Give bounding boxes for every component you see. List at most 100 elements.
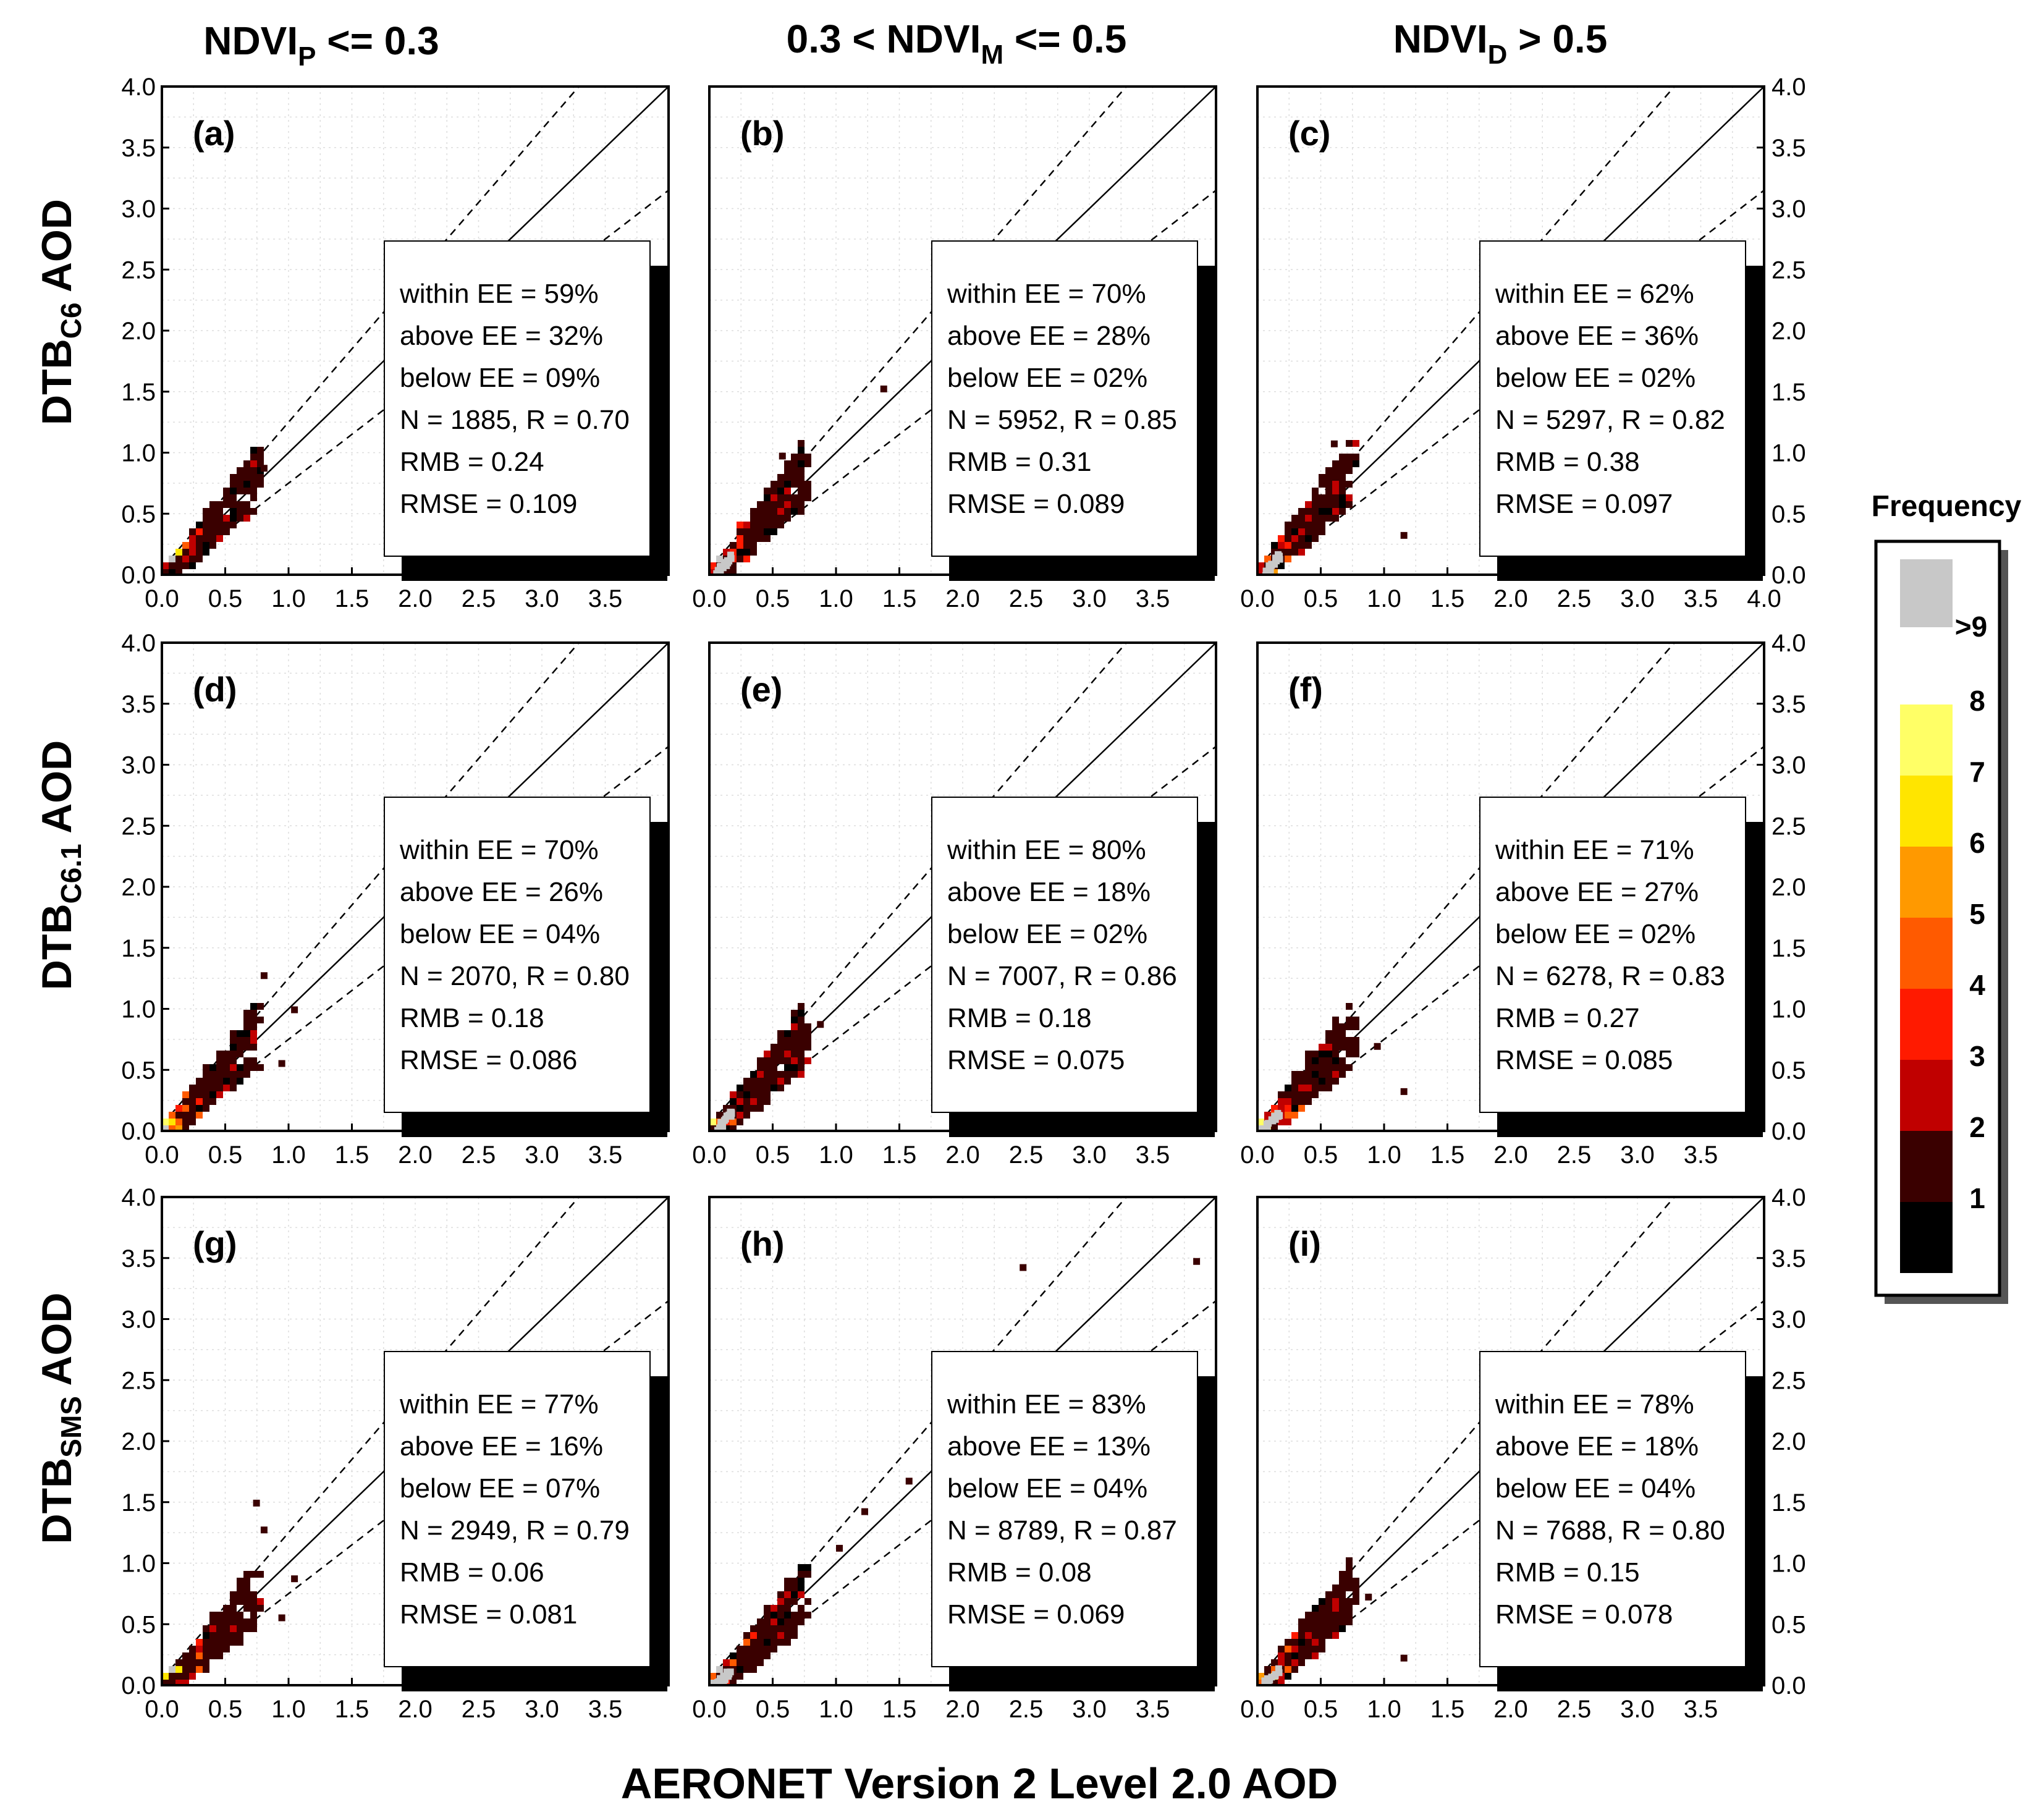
density-cell: [1325, 474, 1332, 481]
density-cell: [182, 1105, 189, 1112]
density-cell: [209, 1625, 216, 1632]
density-cell: [805, 1030, 811, 1037]
density-cell: [750, 1666, 757, 1673]
density-cell: [743, 1091, 750, 1098]
density-cell: [243, 460, 250, 467]
density-cell: [1353, 454, 1359, 460]
density-cell: [791, 1051, 798, 1057]
density-cell: [784, 1591, 791, 1598]
density-cell: [1285, 542, 1291, 549]
density-cell: [1339, 1030, 1346, 1037]
density-cell: [723, 569, 730, 575]
density-cell: [1291, 1098, 1298, 1105]
stats-line: above EE = 28%: [947, 321, 1151, 351]
density-cell: [216, 535, 223, 542]
density-cell: [1298, 1071, 1305, 1078]
density-cell: [223, 1057, 230, 1064]
density-cell: [230, 522, 237, 528]
density-cell: [1319, 515, 1325, 522]
density-cell: [196, 1112, 203, 1119]
density-cell: [764, 528, 771, 535]
density-cell: [169, 1673, 175, 1680]
density-cell: [784, 474, 791, 481]
density-cell: [805, 494, 811, 501]
density-cell: [162, 1680, 169, 1685]
density-cell: [1332, 1051, 1339, 1057]
density-cell: [798, 467, 805, 474]
density-cell: [764, 1064, 771, 1071]
density-cell: [709, 1673, 716, 1680]
density-cell: [250, 1625, 257, 1632]
density-cell: [216, 1091, 223, 1098]
density-cell: [798, 474, 805, 481]
density-cell: [1353, 1017, 1359, 1023]
x-tick-label: 3.0: [1072, 585, 1107, 612]
density-cell: [1291, 522, 1298, 528]
density-cell: [750, 1625, 757, 1632]
density-cell: [777, 522, 784, 528]
density-cell: [1312, 1078, 1319, 1085]
density-cell: [798, 1023, 805, 1030]
density-cell: [237, 1598, 243, 1605]
density-cell: [1285, 528, 1291, 535]
stats-line: above EE = 27%: [1495, 877, 1699, 907]
density-cell: [216, 1618, 223, 1625]
density-cell: [250, 454, 257, 460]
density-cell: [257, 481, 264, 488]
density-cell: [784, 481, 791, 488]
density-cells: [162, 972, 298, 1131]
density-cell: [777, 508, 784, 515]
density-cell: [757, 1659, 764, 1666]
density-cell: [203, 542, 209, 549]
density-cell: [743, 1652, 750, 1659]
x-tick-label: 1.0: [819, 1141, 853, 1169]
density-cell: [771, 515, 777, 522]
x-tick-label: 0.5: [1304, 1141, 1338, 1169]
density-cell: [189, 1652, 196, 1659]
y-tick-label: 0.5: [121, 1057, 156, 1084]
stats-line: within EE = 70%: [947, 279, 1146, 309]
density-cell: [1332, 1017, 1339, 1023]
density-cell: [216, 1652, 223, 1659]
density-cell: [1305, 522, 1312, 528]
density-cell: [743, 522, 750, 528]
density-cell: [1285, 1091, 1291, 1098]
density-cell: [1339, 1064, 1346, 1071]
density-cell: [1332, 1078, 1339, 1085]
density-cell: [216, 508, 223, 515]
density-cell: [730, 1659, 737, 1666]
density-cell: [196, 549, 203, 556]
density-cell: [1325, 1085, 1332, 1091]
density-cell: [784, 1071, 791, 1078]
density-cell: [237, 1632, 243, 1639]
density-cell: [1291, 535, 1298, 542]
density-cell: [743, 542, 750, 549]
density-cell: [757, 1078, 764, 1085]
stats-line: RMB = 0.27: [1495, 1003, 1640, 1033]
y-tick-label: 2.5: [1772, 813, 1806, 840]
density-cell: [250, 447, 257, 454]
density-cell: [791, 1023, 798, 1030]
density-cell: [243, 508, 250, 515]
density-cell: [777, 1625, 784, 1632]
density-cell: [175, 1659, 182, 1666]
density-cell: [777, 481, 784, 488]
x-axis: 0.0 0.5 1.0 1.5 2.0 2.5 3.0 3.5: [145, 567, 622, 612]
density-cell: [730, 1673, 737, 1680]
x-tick-label: 3.0: [1620, 1141, 1655, 1169]
density-cell: [1346, 454, 1353, 460]
density-cell: [771, 488, 777, 494]
stats-box: [1479, 240, 1746, 557]
density-cell: [250, 1003, 257, 1010]
density-cell: [237, 1037, 243, 1044]
density-cell: [175, 549, 182, 556]
density-cell: [728, 1109, 735, 1116]
density-cell: [805, 1571, 811, 1578]
y-tick-label: 3.0: [121, 196, 156, 223]
density-cell: [257, 1064, 264, 1071]
density-cell: [784, 1625, 791, 1632]
density-cell: [237, 474, 243, 481]
density-cell: [757, 1071, 764, 1078]
density-cell: [196, 1666, 203, 1673]
density-cell: [243, 1571, 250, 1578]
